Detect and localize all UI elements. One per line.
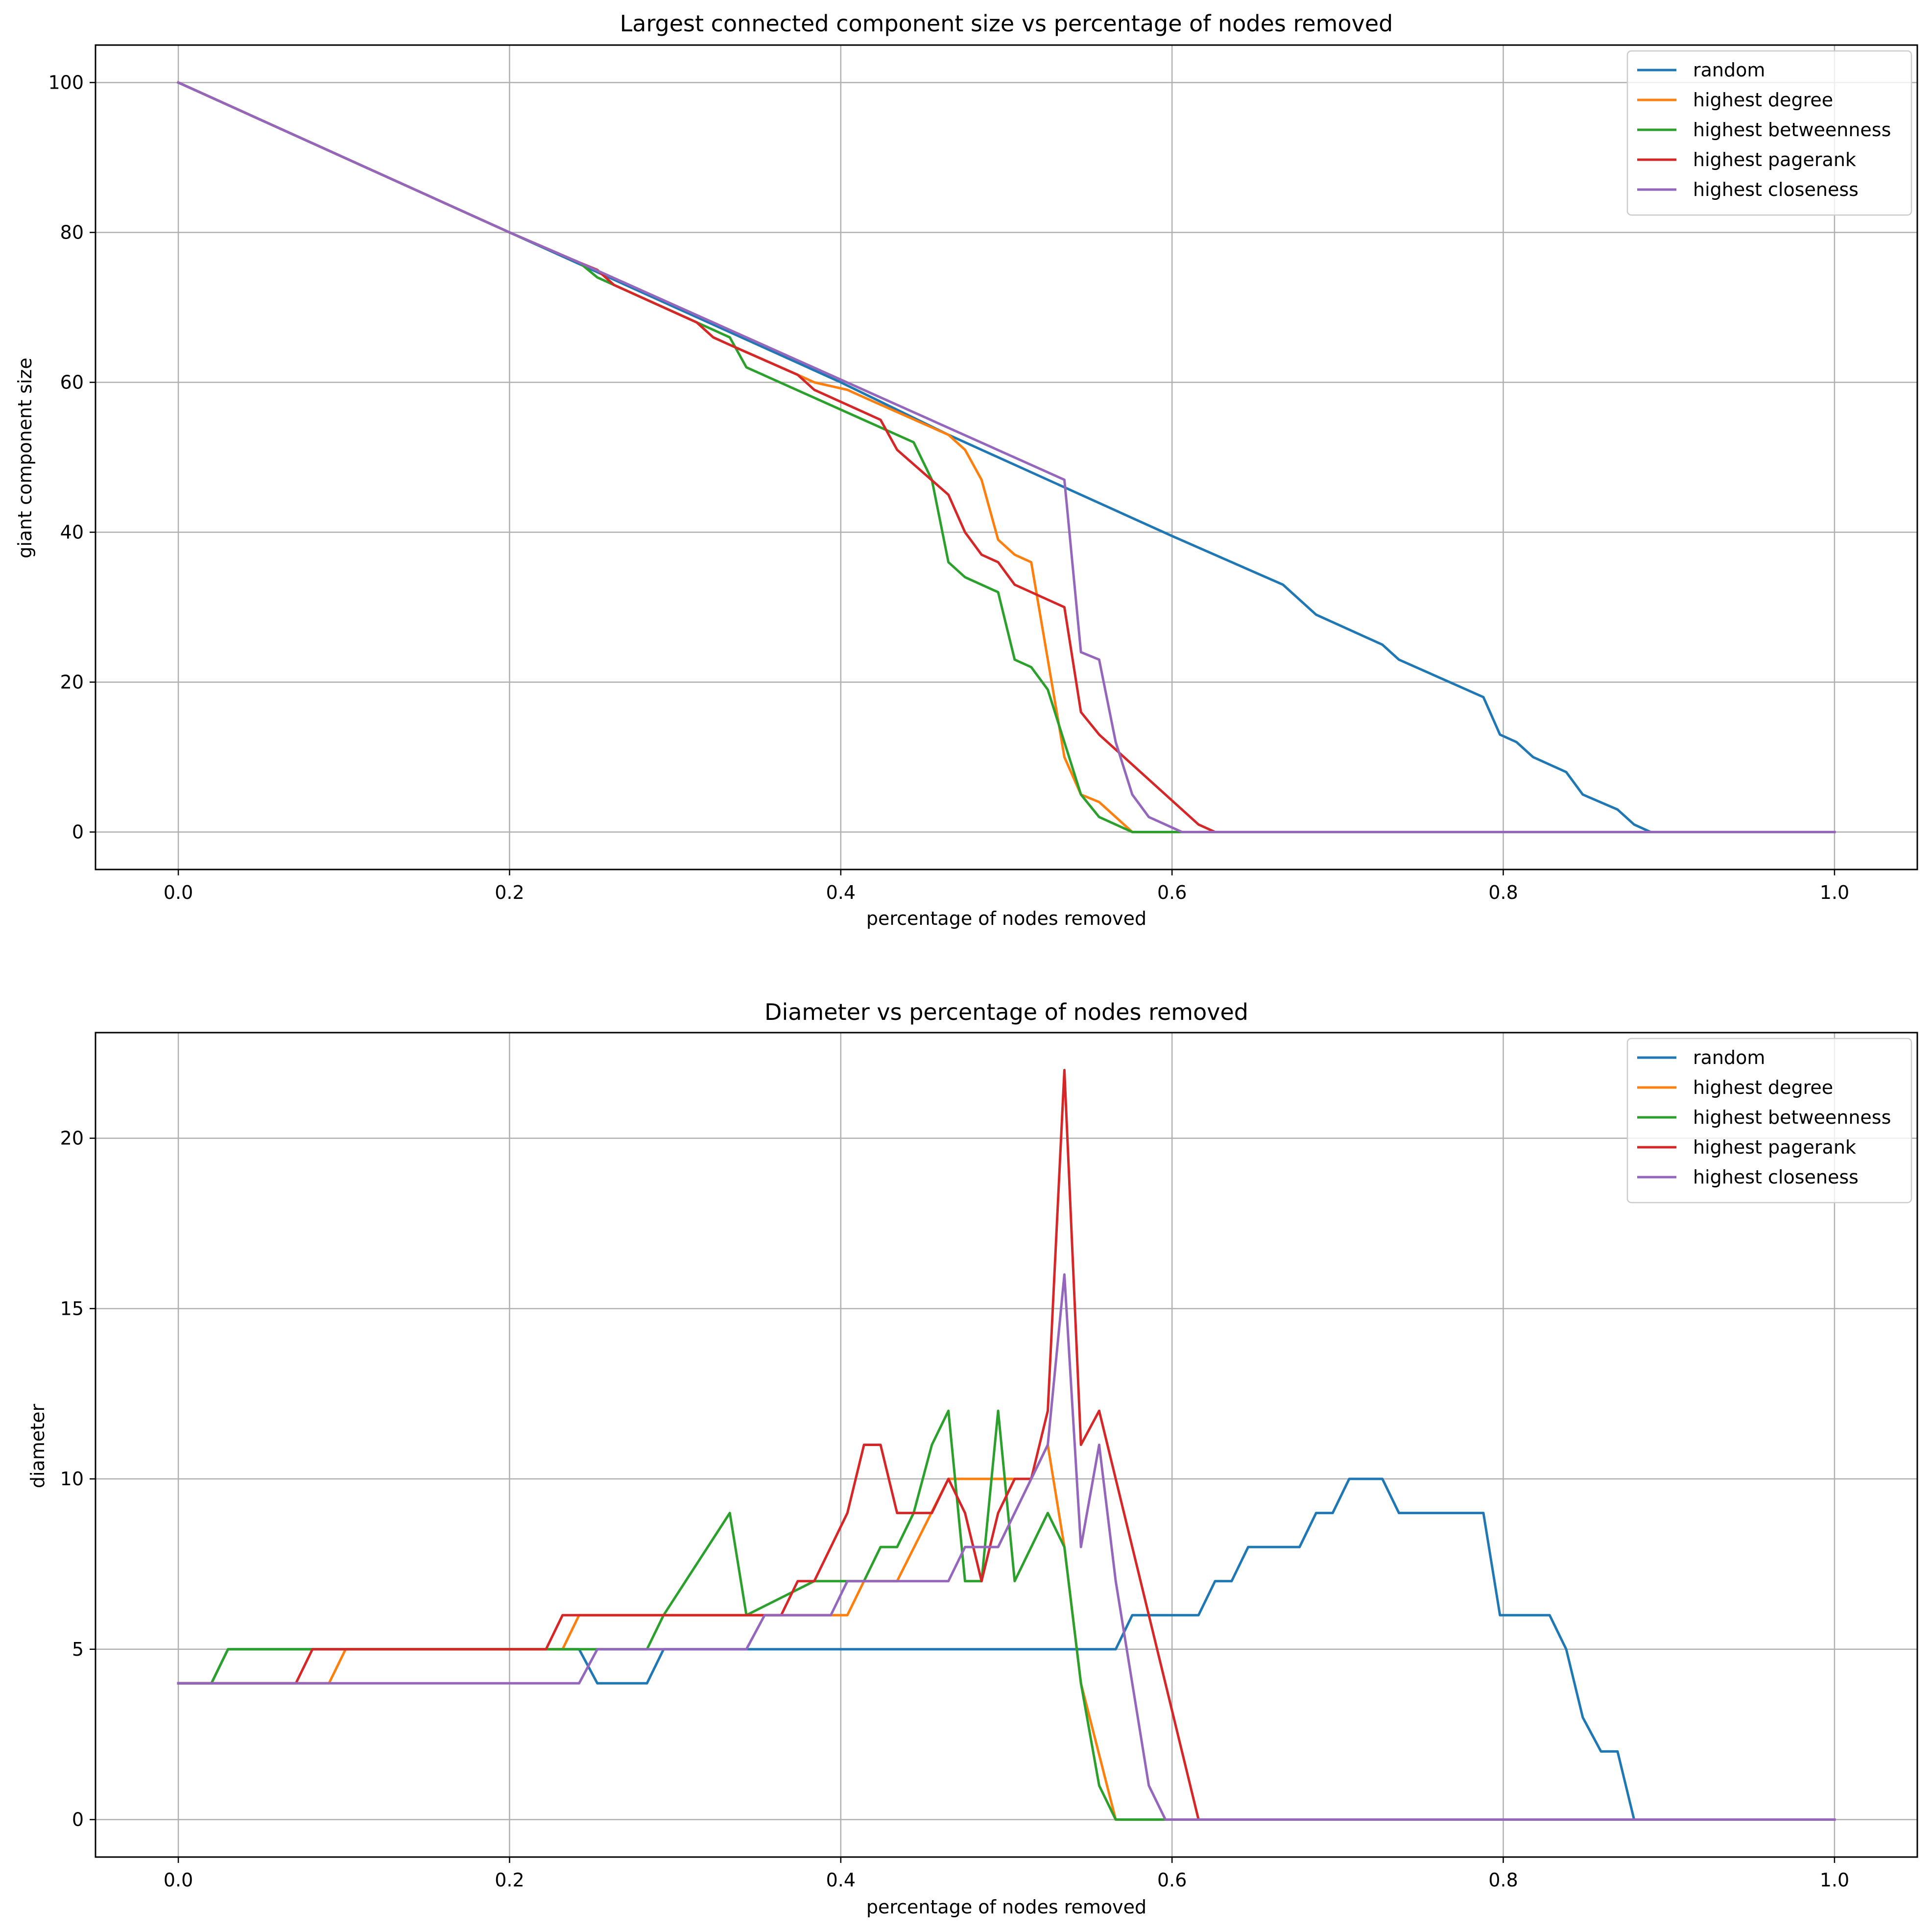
x-tick-label: 1.0 [1820,882,1849,903]
y-tick-label: 60 [60,372,84,393]
legend: random highest degree highest betweenness h… [1626,1038,1912,1204]
axis-ticks: 0.0 0.2 0.4 0.6 0.8 1.0 0 20 40 60 80 100 [48,72,1849,904]
chart-title: Largest connected component size vs perc… [620,10,1393,37]
x-tick-label: 0.8 [1488,1869,1518,1891]
x-tick-label: 0.6 [1157,882,1187,903]
legend-entry: highest closeness [1693,179,1859,200]
legend-entry: random [1693,59,1765,81]
series-layer [176,81,1836,833]
legend-entry: highest pagerank [1693,149,1856,170]
plot-frame [95,1032,1918,1858]
y-axis-label: giant component size [14,358,36,558]
y-tick-label: 20 [60,1128,84,1149]
y-tick-label: 15 [60,1298,84,1319]
series-line-highest-closeness [176,81,1836,833]
legend-entry: highest pagerank [1693,1136,1856,1158]
x-tick-label: 0.6 [1157,1869,1187,1891]
series-line-highest-pagerank [176,81,1836,833]
y-tick-label: 20 [60,672,84,693]
y-axis-label: diameter [27,1403,48,1488]
series-line-random [177,1477,1836,1821]
plot-frame [95,44,1918,870]
legend-entry: highest betweenness [1693,119,1891,141]
series-line-highest-pagerank [177,1069,1836,1821]
axis-ticks: 0.0 0.2 0.4 0.6 0.8 1.0 0 5 10 15 20 [60,1128,1849,1891]
x-tick-label: 0.0 [164,882,193,903]
x-axis-label: percentage of nodes removed [866,908,1146,929]
series-line-highest-betweenness [176,81,1836,833]
x-tick-label: 0.4 [826,1869,856,1891]
y-tick-label: 0 [72,821,84,843]
diameter-chart: Diameter vs percentage of nodes removed … [27,999,1918,1918]
x-tick-label: 0.0 [164,1869,193,1891]
legend-entry: highest betweenness [1693,1107,1891,1128]
y-tick-label: 5 [72,1639,84,1660]
y-tick-label: 80 [60,222,84,243]
legend-box [1626,1038,1912,1204]
x-tick-label: 0.8 [1488,882,1518,903]
grid-lines [95,45,1917,869]
x-axis-label: percentage of nodes removed [866,1896,1146,1918]
legend-entry: highest closeness [1693,1166,1859,1188]
legend-box [1626,50,1912,216]
legend: random highest degree highest betweenness h… [1626,50,1912,216]
y-tick-label: 100 [48,72,84,94]
x-tick-label: 0.4 [826,882,856,903]
y-tick-label: 10 [60,1468,84,1490]
legend-entry: highest degree [1693,89,1833,111]
chart-title: Diameter vs percentage of nodes removed [764,999,1248,1025]
x-tick-label: 1.0 [1820,1869,1849,1891]
y-tick-label: 40 [60,522,84,543]
series-line-highest-closeness [177,1273,1836,1821]
x-tick-label: 0.2 [495,1869,524,1891]
legend-entry: random [1693,1047,1765,1068]
y-tick-label: 0 [72,1809,84,1831]
giant-component-chart: Largest connected component size vs perc… [14,10,1918,929]
x-tick-label: 0.2 [495,882,524,903]
series-layer [177,1069,1836,1821]
legend-entry: highest degree [1693,1077,1833,1098]
